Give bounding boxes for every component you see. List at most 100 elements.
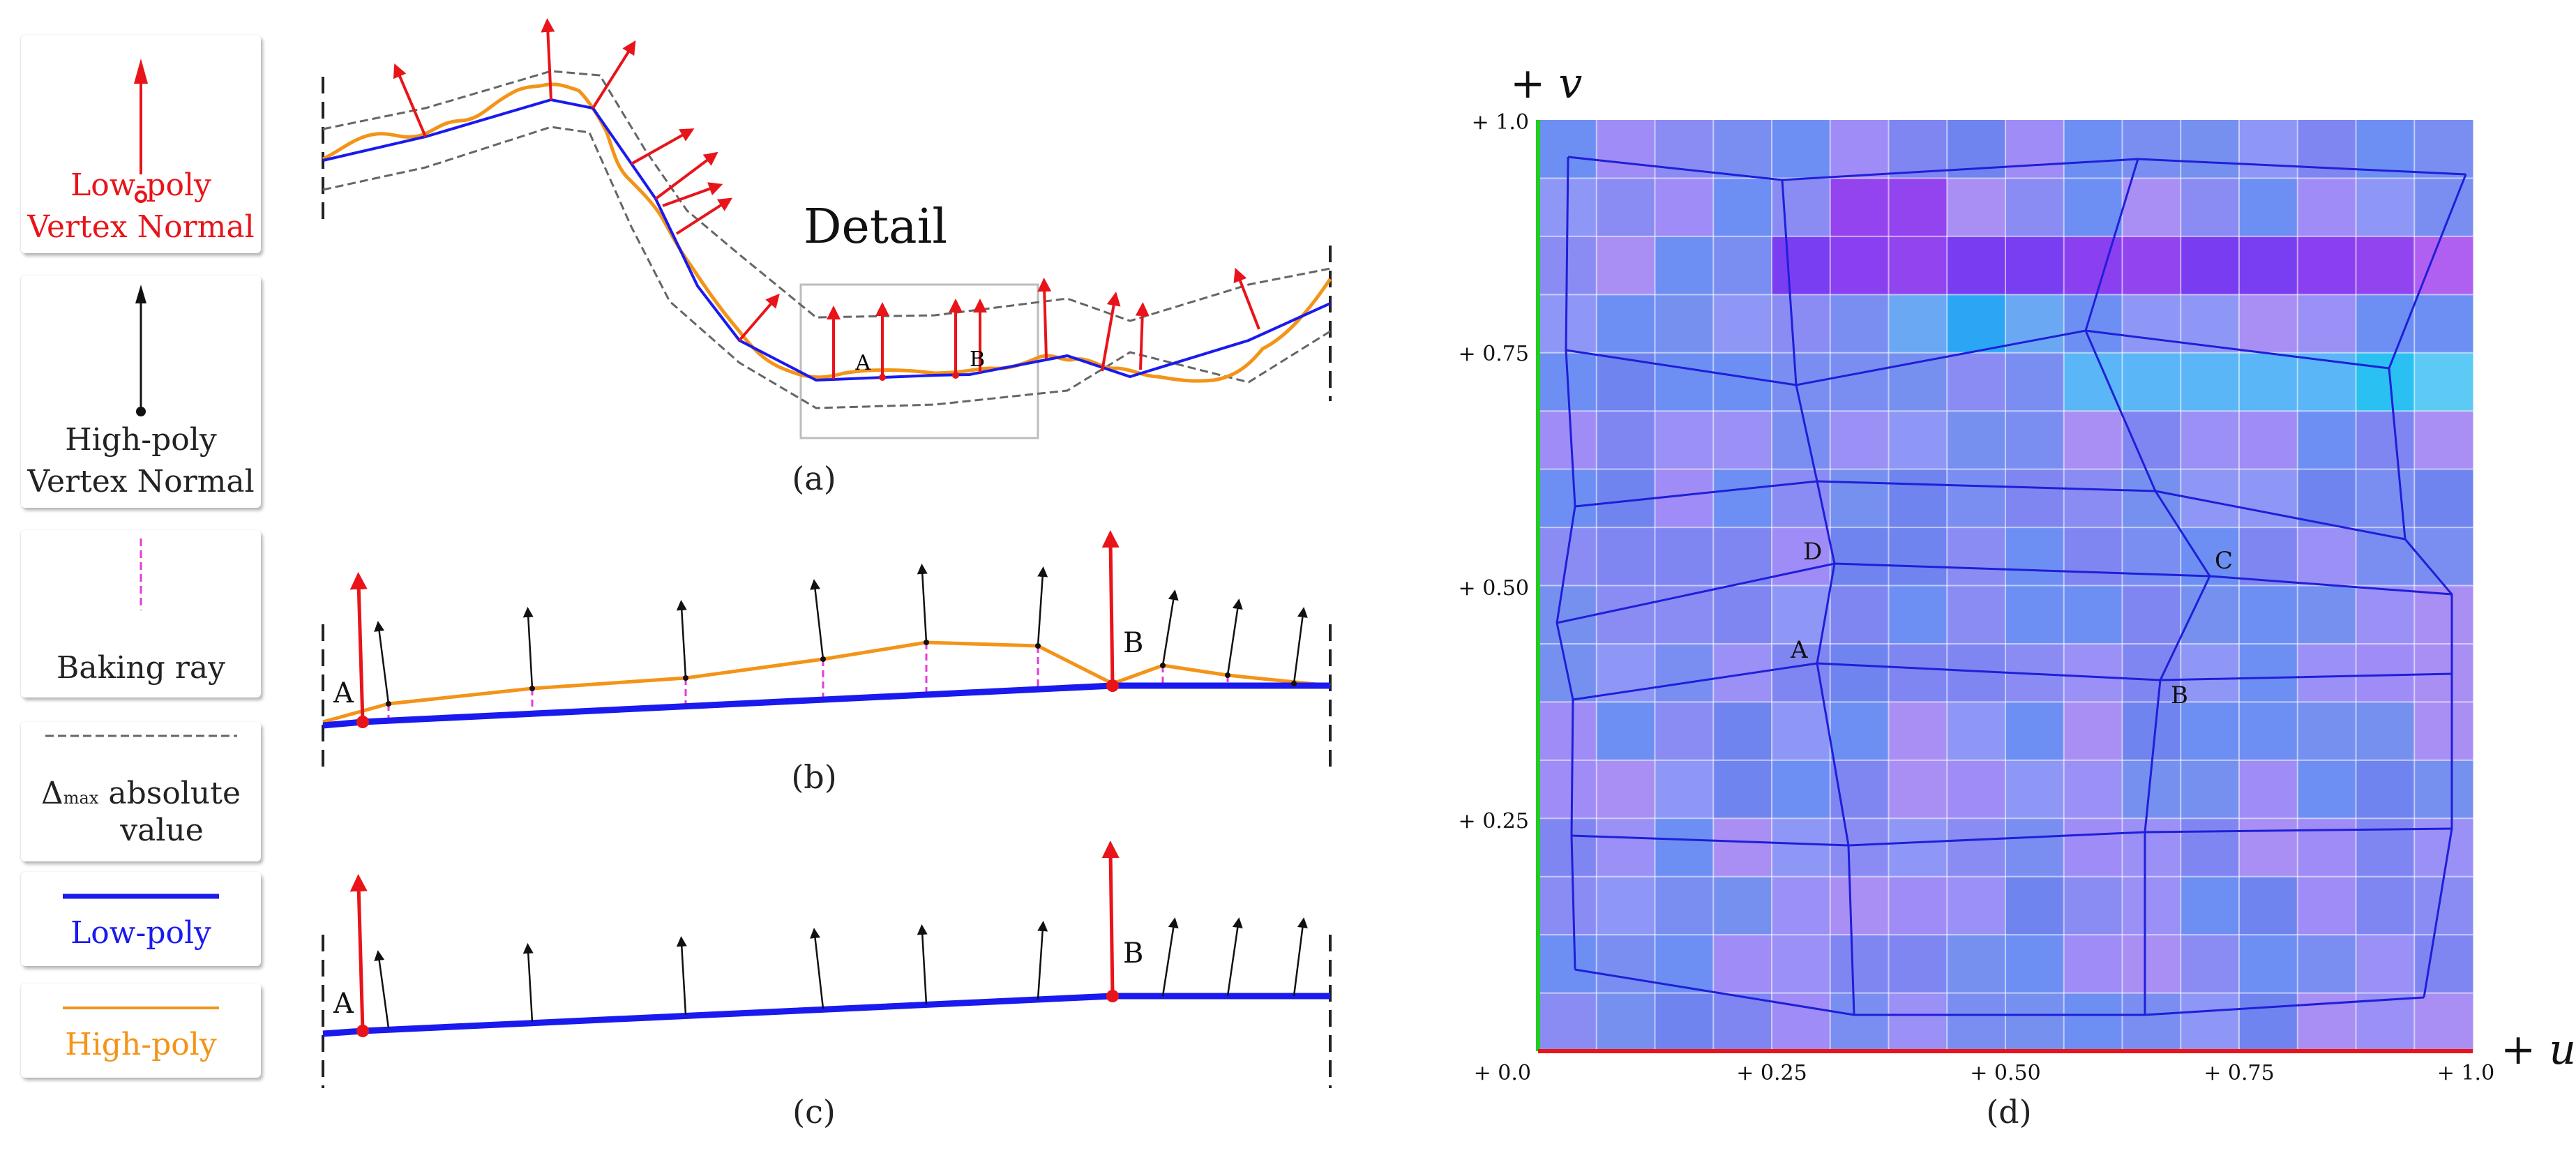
normal-arrow: [675, 197, 733, 235]
uv-cell: [1947, 585, 2006, 645]
u-tick-1-0: + 1.0: [2437, 1061, 2494, 1085]
uv-cell: [1713, 178, 1772, 237]
uv-cell: [1830, 178, 1889, 237]
legend-low-poly-normal: Low-poly Vertex Normal: [21, 35, 261, 253]
normals-c: [374, 917, 1308, 1029]
uv-cell: [2005, 760, 2065, 819]
high-poly-normals-b: [374, 564, 1308, 704]
uv-cell: [1596, 585, 1655, 645]
uv-cell: [1947, 818, 2006, 877]
uv-cell: [2239, 294, 2298, 354]
uv-cell: [2063, 411, 2123, 470]
uv-cell: [2297, 236, 2356, 295]
uv-cell: [1713, 935, 1772, 994]
normal-arrow: [654, 151, 718, 200]
uv-cell: [2297, 294, 2356, 354]
normal-arrow: [1233, 267, 1260, 330]
normal-arrow: [393, 63, 427, 137]
legend-high-poly-normal: High-poly Vertex Normal: [21, 276, 261, 508]
low-poly-line-b: [322, 682, 1330, 729]
normal-b-arrow-c: [1101, 841, 1120, 997]
uv-cell: [1947, 411, 2006, 470]
uv-cell: [2356, 876, 2415, 935]
uv-cell: [2297, 702, 2356, 761]
uv-cell: [1713, 527, 1772, 586]
uv-cell: [2005, 585, 2065, 645]
v-tick-0-50: + 0.50: [1459, 576, 1529, 601]
low-poly-line-c: [322, 993, 1330, 1037]
uv-cell: [2414, 469, 2473, 528]
uv-cell: [2414, 702, 2473, 761]
uv-cell: [2239, 236, 2298, 295]
uv-cell: [2414, 818, 2473, 877]
delta-lower-envelope: [322, 126, 1331, 409]
legend-baking-ray-label: Baking ray: [57, 650, 225, 686]
uv-cell: [1772, 178, 1831, 237]
uv-cell: [1655, 993, 1714, 1052]
uv-cell: [2180, 935, 2240, 994]
uv-cell: [1830, 760, 1889, 819]
high-normal-arrow: [676, 600, 687, 679]
uv-cell: [1772, 236, 1831, 295]
normal-arrow: [738, 293, 780, 342]
uv-cell: [2239, 702, 2298, 761]
uv-cell: [1888, 702, 1948, 761]
uv-cell: [1596, 643, 1655, 702]
uv-cell: [1947, 294, 2006, 354]
uv-cell: [2297, 527, 2356, 586]
uv-cell: [2239, 643, 2298, 702]
uv-cell: [2414, 352, 2473, 412]
uv-cell: [1655, 178, 1714, 237]
normal-arrow: [1135, 302, 1150, 370]
uv-cell: [1596, 760, 1655, 819]
uv-cell: [1772, 527, 1831, 586]
uv-cell: [1830, 469, 1889, 528]
point-a-dot-b: [356, 716, 369, 728]
panel-a-caption: (a): [792, 460, 836, 497]
uv-cell: [1772, 876, 1831, 935]
uv-cell: [1538, 585, 1597, 645]
normal-arrow: [1037, 278, 1052, 359]
normal-arrow-c: [1293, 917, 1308, 997]
uv-cell: [1655, 585, 1714, 645]
uv-cell: [1772, 585, 1831, 645]
normal-arrow-c: [917, 924, 928, 1005]
high-poly-curve-a: [322, 82, 1332, 383]
mesh-edge: [1572, 662, 2453, 701]
baking-ray-icon: [140, 538, 142, 610]
uv-cell: [1713, 643, 1772, 702]
panel-d: D C A B + 1.0 + 0.75 + 0.50 + 0.25 + 0.0…: [1459, 59, 2576, 1131]
uv-cell: [1888, 411, 1948, 470]
legend-low-poly-normal-line1: Low-poly: [70, 167, 211, 203]
mesh-edge: [1781, 179, 1855, 1016]
uv-cell: [1772, 702, 1831, 761]
uv-cell: [2122, 585, 2181, 645]
uv-cell: [2005, 876, 2065, 935]
uv-cell: [2063, 352, 2123, 412]
delta-subscript: max: [63, 788, 99, 808]
uv-cell: [2122, 352, 2181, 412]
uv-cell: [1538, 702, 1597, 761]
uv-cell: [1830, 876, 1889, 935]
detail-box: [799, 283, 1039, 439]
legend-low-poly: Low-poly: [21, 872, 261, 966]
uv-cell: [2180, 760, 2240, 819]
v-axis-label: + v: [1510, 59, 1582, 108]
panel-b-caption: (b): [791, 758, 836, 796]
uv-cell: [1830, 352, 1889, 412]
uv-point-b: B: [2171, 681, 2188, 709]
uv-cell: [1888, 236, 1948, 295]
uv-cell: [1888, 818, 1948, 877]
uv-cell: [2180, 993, 2240, 1052]
legend-delta-max: Δmax absolute value: [21, 722, 261, 861]
uv-cell: [2356, 760, 2415, 819]
point-b-marker: [952, 372, 959, 379]
uv-cell: [2122, 469, 2181, 528]
panel-a-point-a: A: [854, 351, 871, 375]
normal-arrow-c: [522, 943, 534, 1023]
high-poly-curve-b: [322, 640, 1331, 724]
uv-cell: [2239, 411, 2298, 470]
high-normal-arrow: [522, 607, 534, 689]
uv-cell: [2063, 178, 2123, 237]
uv-cell: [2414, 411, 2473, 470]
